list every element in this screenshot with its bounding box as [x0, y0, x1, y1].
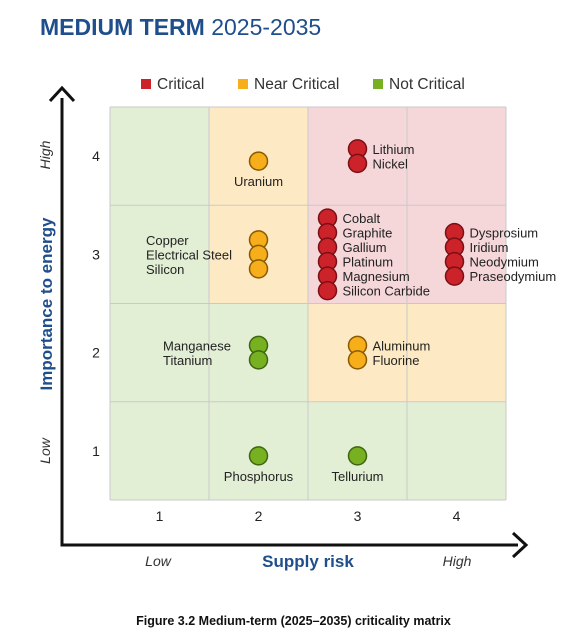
legend-swatch-near-critical — [238, 79, 248, 89]
point-label: Fluorine — [373, 353, 420, 368]
y-tick-label: 3 — [92, 246, 100, 262]
point-label: Magnesium — [343, 269, 410, 284]
y-axis-low-label: Low — [37, 437, 53, 464]
y-tick-label: 1 — [92, 443, 100, 459]
zone-critical — [407, 107, 506, 206]
point-label: Iridium — [470, 240, 509, 255]
x-tick-label: 2 — [255, 508, 263, 524]
point-label: Titanium — [163, 353, 212, 368]
point-marker — [444, 266, 465, 286]
zone-not-critical — [110, 303, 209, 402]
point-marker — [317, 280, 338, 301]
x-axis-high-label: High — [443, 553, 472, 569]
x-axis-arrowhead — [511, 531, 529, 559]
axes-lines — [60, 98, 518, 547]
point-label: Phosphorus — [224, 469, 294, 484]
x-tick-label: 3 — [354, 508, 362, 524]
zone-not-critical — [407, 401, 506, 500]
point-label: Electrical Steel — [146, 247, 232, 262]
point-label: Silicon — [146, 262, 184, 277]
x-axis-low-label: Low — [145, 553, 172, 569]
point-label: Dysprosium — [470, 226, 539, 241]
legend-label-near-critical: Near Critical — [254, 76, 339, 93]
chart-title: MEDIUM TERM 2025-2035 — [40, 14, 321, 41]
point-label: Uranium — [234, 174, 283, 189]
figure-caption: Figure 3.2 Medium-term (2025–2035) criti… — [136, 614, 451, 628]
point-marker — [347, 153, 368, 174]
y-tick-label: 4 — [92, 148, 100, 164]
y-axis-high-label: High — [37, 140, 53, 169]
y-axis-title: Importance to energy — [37, 217, 56, 390]
zone-not-critical — [110, 401, 209, 500]
point-label: Aluminum — [373, 338, 431, 353]
point-label: Cobalt — [343, 211, 381, 226]
legend-swatch-not-critical — [373, 79, 383, 89]
point-label: Neodymium — [470, 255, 539, 270]
point-label: Manganese — [163, 338, 231, 353]
point-label: Nickel — [373, 156, 409, 171]
point-label: Silicon Carbide — [343, 284, 430, 299]
point-label: Gallium — [343, 240, 387, 255]
zone-near-critical — [407, 303, 506, 402]
chart-title-years: 2025-2035 — [211, 14, 322, 40]
zone-not-critical — [110, 107, 209, 206]
zone-not-critical — [110, 205, 209, 304]
point-marker — [248, 151, 269, 171]
criticality-matrix-chart: 1 2 3 4 1 2 3 4 Supply risk Importance to energy L… — [37, 76, 557, 571]
point-label: Platinum — [343, 255, 394, 270]
legend-label-critical: Critical — [157, 76, 204, 93]
point-marker — [248, 350, 269, 370]
point-label: Copper — [146, 233, 189, 248]
legend-swatch-critical — [141, 79, 151, 89]
point-marker — [347, 446, 368, 466]
point-label: Tellurium — [331, 469, 383, 484]
point-label: Praseodymium — [470, 269, 557, 284]
chart-title-term: MEDIUM TERM — [40, 14, 205, 40]
point-marker — [248, 259, 269, 279]
x-tick-label: 4 — [453, 508, 461, 524]
y-tick-label: 2 — [92, 345, 100, 361]
point-marker — [347, 350, 368, 370]
point-label: Lithium — [373, 142, 415, 157]
x-axis-title: Supply risk — [262, 552, 354, 571]
x-tick-label: 1 — [156, 508, 164, 524]
point-marker — [248, 446, 269, 466]
y-axis-arrowhead — [48, 85, 76, 103]
legend-label-not-critical: Not Critical — [389, 76, 465, 93]
point-label: Graphite — [343, 226, 393, 241]
